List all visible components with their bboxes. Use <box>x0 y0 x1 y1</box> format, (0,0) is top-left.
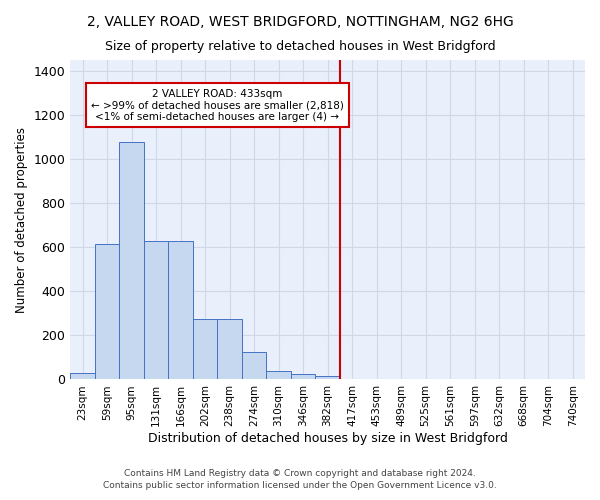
Bar <box>169 240 193 380</box>
Bar <box>95 244 119 380</box>
Bar <box>316 376 340 380</box>
Text: Size of property relative to detached houses in West Bridgford: Size of property relative to detached ho… <box>104 40 496 53</box>
Bar <box>266 370 291 380</box>
Bar <box>193 319 217 380</box>
Bar <box>291 374 316 380</box>
Bar <box>70 373 95 380</box>
Text: 2, VALLEY ROAD, WEST BRIDGFORD, NOTTINGHAM, NG2 6HG: 2, VALLEY ROAD, WEST BRIDGFORD, NOTTINGH… <box>86 15 514 29</box>
Bar <box>242 352 266 380</box>
Text: Contains HM Land Registry data © Crown copyright and database right 2024.
Contai: Contains HM Land Registry data © Crown c… <box>103 468 497 490</box>
Y-axis label: Number of detached properties: Number of detached properties <box>15 126 28 312</box>
Bar <box>119 142 144 380</box>
Bar <box>217 319 242 380</box>
Text: 2 VALLEY ROAD: 433sqm
← >99% of detached houses are smaller (2,818)
<1% of semi-: 2 VALLEY ROAD: 433sqm ← >99% of detached… <box>91 88 344 122</box>
X-axis label: Distribution of detached houses by size in West Bridgford: Distribution of detached houses by size … <box>148 432 508 445</box>
Bar <box>144 240 169 380</box>
